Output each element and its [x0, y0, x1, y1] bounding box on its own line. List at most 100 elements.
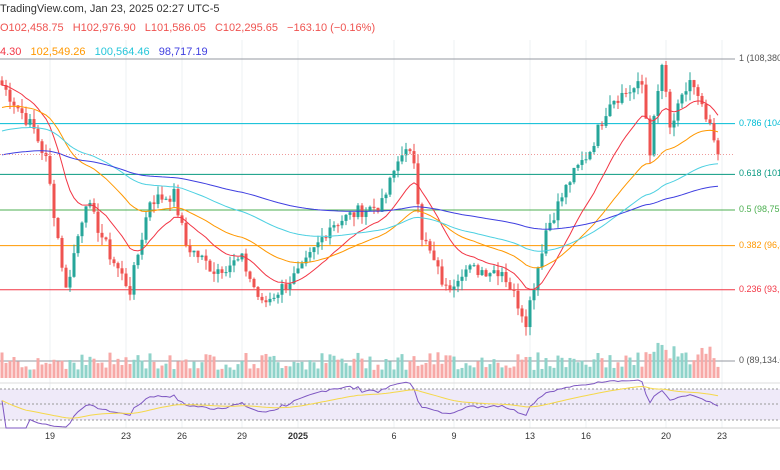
candle-body — [540, 253, 544, 268]
candle-body — [516, 290, 520, 309]
date-axis-label: 29 — [236, 431, 248, 441]
volume-bar — [504, 365, 508, 378]
candle-body — [12, 101, 16, 106]
candle-body — [476, 265, 480, 276]
candle-body — [336, 225, 340, 227]
candle-body — [8, 89, 12, 102]
candle-body — [624, 92, 628, 94]
candle-body — [32, 119, 36, 129]
candle-body — [100, 232, 104, 238]
volume-bar — [116, 358, 120, 378]
volume-bar — [568, 357, 572, 378]
volume-bar — [76, 369, 80, 378]
volume-bar — [656, 342, 660, 378]
volume-bar — [460, 367, 464, 378]
volume-bar — [196, 368, 200, 378]
candle-body — [680, 94, 684, 104]
candle-body — [456, 280, 460, 287]
volume-bar — [176, 361, 180, 378]
candle-body — [352, 212, 356, 218]
candle-body — [112, 259, 116, 264]
date-axis-label: 23 — [120, 431, 132, 441]
volume-bar — [220, 368, 224, 378]
candle-body — [568, 182, 572, 185]
volume-bar — [640, 366, 644, 378]
candle-body — [140, 239, 144, 255]
fib-level-label: 0 (89,134.0 — [739, 355, 780, 365]
candle-body — [552, 220, 556, 223]
volume-bar — [400, 354, 404, 378]
volume-bar — [112, 364, 116, 378]
candle-body — [520, 308, 524, 317]
volume-bar — [452, 356, 456, 378]
candle-body — [276, 294, 280, 298]
volume-bar — [232, 369, 236, 378]
volume-bar — [24, 366, 28, 378]
volume-bar — [708, 346, 712, 378]
candle-body — [684, 91, 688, 95]
volume-bar — [480, 357, 484, 378]
volume-bar — [208, 354, 212, 378]
volume-bar — [108, 352, 112, 378]
volume-bar — [456, 369, 460, 378]
candle-body — [296, 268, 300, 274]
candle-body — [260, 296, 264, 301]
candle-body — [128, 286, 132, 295]
volume-bar — [604, 367, 608, 378]
volume-bar — [520, 359, 524, 378]
volume-bar — [692, 360, 696, 378]
ma4-value: 98,717.19 — [158, 46, 208, 58]
volume-bar — [476, 361, 480, 378]
moving-average-line — [1, 150, 719, 230]
volume-bar — [152, 361, 156, 378]
volume-bar — [332, 355, 336, 378]
volume-bar — [508, 367, 512, 378]
volume-bar — [440, 363, 444, 378]
volume-bar — [704, 353, 708, 378]
candle-body — [328, 227, 332, 239]
volume-bar — [628, 357, 632, 378]
volume-bar — [464, 363, 468, 378]
candle-body — [628, 92, 632, 94]
volume-bar — [316, 368, 320, 378]
candle-body — [204, 255, 208, 261]
candle-body — [380, 198, 384, 212]
volume-bar — [140, 360, 144, 378]
volume-bar — [244, 353, 248, 378]
volume-bar — [0, 352, 4, 378]
candle-body — [416, 163, 420, 205]
candle-body — [312, 247, 316, 253]
volume-bar — [52, 359, 56, 378]
volume-bar — [416, 365, 420, 378]
candle-body — [400, 155, 404, 162]
volume-bar — [292, 361, 296, 378]
candle-body — [248, 271, 252, 279]
candle-body — [704, 104, 708, 120]
candle-body — [160, 194, 164, 200]
volume-bar — [20, 367, 24, 378]
volume-bar — [28, 369, 32, 378]
volume-bar — [120, 365, 124, 378]
candle-body — [532, 289, 536, 301]
volume-bar — [272, 355, 276, 378]
volume-bar — [412, 356, 416, 378]
volume-bar — [572, 358, 576, 378]
volume-bar — [492, 359, 496, 378]
candle-body — [368, 206, 372, 211]
date-axis-label: 16 — [580, 431, 592, 441]
volume-bar — [60, 360, 64, 378]
volume-bar — [204, 354, 208, 378]
open-value: O102,458.75 — [0, 22, 64, 34]
candle-body — [292, 273, 296, 284]
volume-bar — [364, 368, 368, 378]
volume-bar — [300, 361, 304, 378]
candle-body — [40, 141, 44, 154]
volume-bar — [668, 358, 672, 378]
volume-bar — [156, 368, 160, 378]
volume-bar — [44, 362, 48, 378]
candle-body — [716, 140, 720, 155]
candle-body — [152, 202, 156, 205]
volume-bar — [428, 353, 432, 378]
candle-body — [620, 92, 624, 103]
